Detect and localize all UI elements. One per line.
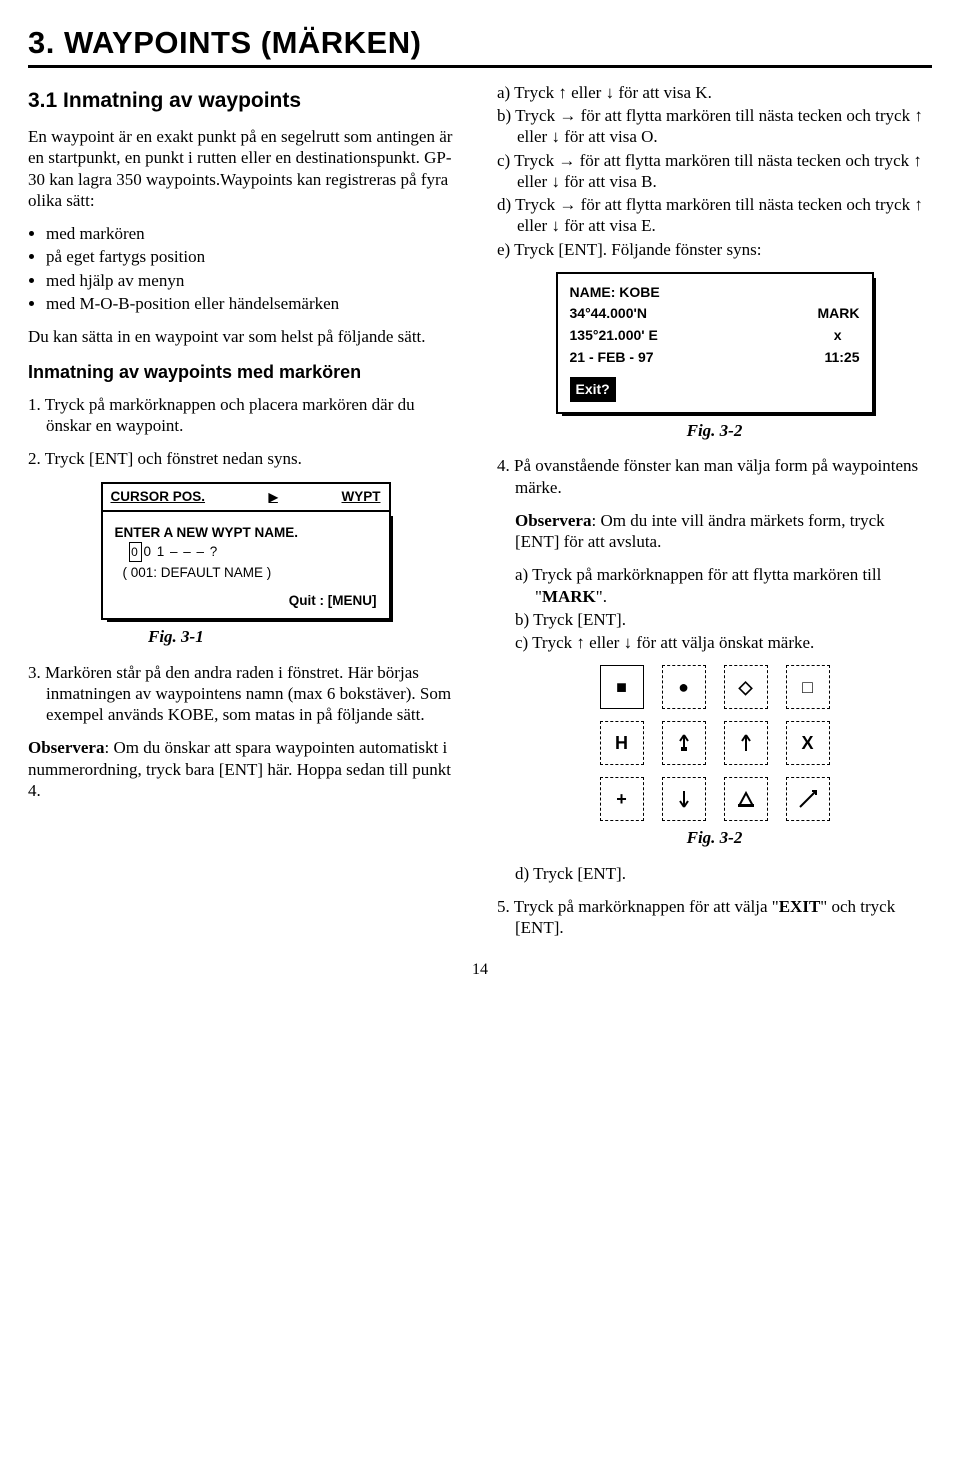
- step-4a-mark: MARK: [542, 587, 596, 606]
- fig-shadow: [872, 278, 876, 416]
- step-4d: d) Tryck [ENT].: [497, 863, 932, 884]
- fig32b-caption: Fig. 3-2: [497, 827, 932, 848]
- step-4a-post: ".: [596, 587, 607, 606]
- fig32a-lon: 135°21.000' E: [570, 325, 658, 347]
- step-4a: a) Tryck på markörknappen för att flytta…: [515, 564, 932, 607]
- step-4: 4. På ovanstående fönster kan man välja …: [497, 455, 932, 498]
- symbol-cell: X: [786, 721, 830, 765]
- observe-2: Observera: Om du inte vill ändra märkets…: [497, 510, 932, 553]
- fig32a-row2: 135°21.000' E x: [570, 325, 860, 347]
- step-2: 2. Tryck [ENT] och fönstret nedan syns.: [28, 448, 463, 469]
- content-columns: 3.1 Inmatning av waypoints En waypoint ä…: [28, 82, 932, 951]
- fig31-body: ENTER A NEW WYPT NAME. 0 0 1 – – – ? ( 0…: [101, 510, 391, 621]
- page-title: 3. WAYPOINTS (MÄRKEN): [28, 24, 932, 63]
- observe-1-label: Observera: [28, 738, 104, 757]
- steps-a-c: a) Tryck på markörknappen för att flytta…: [497, 564, 932, 653]
- symbol-cell: ●: [662, 665, 706, 709]
- fig32a-lat: 34°44.000'N: [570, 303, 647, 325]
- fig31-quit: Quit : [MENU]: [115, 592, 377, 610]
- list-item: med M-O-B-position eller händelsemärken: [46, 293, 463, 314]
- symbol-cell: +: [600, 777, 644, 821]
- figure-3-1: CURSOR POS. WYPT ENTER A NEW WYPT NAME. …: [101, 482, 391, 621]
- list-item: med hjälp av menyn: [46, 270, 463, 291]
- fig31-header-right: WYPT: [342, 488, 381, 506]
- symbol-cell: H: [600, 721, 644, 765]
- step-c: c) Tryck → för att flytta markören till …: [497, 150, 932, 193]
- fig31-code-rest: 0 1 – – – ?: [144, 543, 219, 561]
- fig-shadow: [107, 618, 393, 622]
- figure-3-2-name-box: NAME: KOBE 34°44.000'N MARK 135°21.000' …: [556, 272, 874, 414]
- symbol-cell: □: [786, 665, 830, 709]
- fig32a-mark: MARK: [818, 303, 860, 325]
- method-list: med markören på eget fartygs position me…: [28, 223, 463, 314]
- symbol-grid: ■ ● ◇ □ H X +: [600, 665, 830, 821]
- triangle-right-icon: [269, 488, 278, 506]
- list-item: med markören: [46, 223, 463, 244]
- intro-paragraph: En waypoint är en exakt punkt på en sege…: [28, 126, 463, 211]
- fig31-cursor-char: 0: [129, 542, 142, 562]
- symbol-cell: [724, 721, 768, 765]
- fig32a-exit: Exit?: [570, 377, 616, 403]
- fig32a-row3: 21 - FEB - 97 11:25: [570, 347, 860, 369]
- symbol-cell: [662, 777, 706, 821]
- section-3-1-heading: 3.1 Inmatning av waypoints: [28, 88, 463, 114]
- step-5-exit: EXIT: [779, 897, 821, 916]
- fig31-default-name: ( 001: DEFAULT NAME ): [123, 564, 377, 582]
- step-5-pre: 5. Tryck på markörknappen för att välja …: [497, 897, 779, 916]
- step-b: b) Tryck → för att flytta markören till …: [497, 105, 932, 148]
- title-underline: [28, 65, 932, 68]
- fig32a-date: 21 - FEB - 97: [570, 347, 654, 369]
- symbol-cell: [662, 721, 706, 765]
- fig32a-name: NAME: KOBE: [570, 282, 860, 304]
- step-4c: c) Tryck ↑ eller ↓ för att välja önskat …: [515, 632, 932, 653]
- observe-2-label: Observera: [515, 511, 591, 530]
- symbol-cell: ■: [600, 665, 644, 709]
- list-item: på eget fartygs position: [46, 246, 463, 267]
- step-5: 5. Tryck på markörknappen för att välja …: [497, 896, 932, 939]
- fig31-header: CURSOR POS. WYPT: [101, 482, 391, 510]
- step-4b: b) Tryck [ENT].: [515, 609, 932, 630]
- page-number: 14: [28, 960, 932, 980]
- fig31-line1: ENTER A NEW WYPT NAME.: [115, 524, 377, 542]
- fig31-code-row: 0 0 1 – – – ?: [129, 542, 377, 562]
- fig32a-row1: 34°44.000'N MARK: [570, 303, 860, 325]
- fig-shadow: [562, 412, 876, 416]
- fig-shadow: [389, 516, 393, 623]
- fig32a-x: x: [834, 325, 860, 347]
- step-3: 3. Markören står på den andra raden i fö…: [28, 662, 463, 726]
- fig31-caption: Fig. 3-1: [28, 626, 463, 647]
- after-bullets: Du kan sätta in en waypoint var som hels…: [28, 326, 463, 347]
- fig32a-caption: Fig. 3-2: [497, 420, 932, 441]
- symbol-cell: ◇: [724, 665, 768, 709]
- step-e: e) Tryck [ENT]. Följande fönster syns:: [497, 239, 932, 260]
- symbol-cell: [786, 777, 830, 821]
- observe-1: Observera: Om du önskar att spara waypoi…: [28, 737, 463, 801]
- steps-a-e: a) Tryck ↑ eller ↓ för att visa K. b) Tr…: [497, 82, 932, 260]
- fig31-header-left: CURSOR POS.: [111, 488, 206, 506]
- step-a: a) Tryck ↑ eller ↓ för att visa K.: [497, 82, 932, 103]
- symbol-cell: [724, 777, 768, 821]
- fig32a-time: 11:25: [824, 347, 859, 369]
- figure-3-2-symbol-grid: ■ ● ◇ □ H X +: [600, 665, 830, 821]
- step-d: d) Tryck → för att flytta markören till …: [497, 194, 932, 237]
- step-1: 1. Tryck på markörknappen och placera ma…: [28, 394, 463, 437]
- sub-heading: Inmatning av waypoints med markören: [28, 361, 463, 384]
